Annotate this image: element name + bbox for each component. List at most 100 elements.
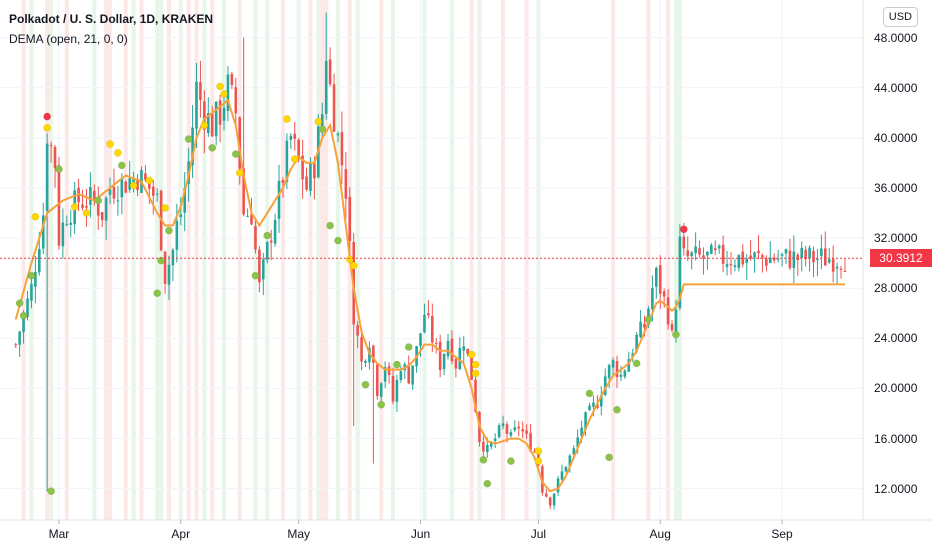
candle-body	[568, 455, 572, 467]
signal-band	[449, 0, 454, 520]
candle-body	[670, 324, 674, 331]
candle-body	[226, 74, 230, 111]
candle-body	[53, 146, 57, 168]
y-tick-label: 48.0000	[874, 30, 918, 45]
candle-body	[18, 331, 21, 345]
candle-body	[155, 193, 159, 195]
signal-dot-green	[47, 487, 55, 496]
candle-body	[753, 252, 756, 258]
candle-body	[442, 354, 446, 370]
candle-body	[780, 254, 784, 256]
candle-body	[285, 140, 289, 182]
signal-dot-red	[679, 225, 688, 234]
signal-band	[320, 0, 325, 520]
candle-body	[199, 82, 202, 101]
indicator-label: DEMA (open, 21, 0, 0)	[9, 32, 128, 46]
candle-body	[246, 215, 249, 217]
candle-body	[741, 251, 745, 265]
candle-body	[104, 197, 108, 221]
signal-dot-green	[644, 315, 653, 324]
candle-body	[639, 321, 642, 338]
candle-body	[784, 249, 788, 254]
signal-dot-yellow	[345, 255, 354, 264]
candle-body	[497, 425, 501, 438]
candle-body	[234, 87, 238, 114]
candle-body	[486, 445, 489, 453]
candle-body	[560, 471, 564, 480]
candle-body	[144, 173, 147, 180]
candle-body	[250, 214, 253, 225]
signal-dot-green	[263, 231, 272, 240]
candle-body	[800, 247, 804, 258]
signal-dot-yellow	[471, 360, 480, 369]
candle-body	[427, 313, 430, 316]
candle-body	[804, 249, 807, 260]
candle-body	[391, 376, 395, 402]
candle-body	[737, 254, 741, 268]
y-tick-label: 36.0000	[874, 180, 918, 195]
signal-dot-green	[326, 221, 334, 230]
candle-body	[717, 245, 721, 249]
signal-band	[237, 0, 242, 520]
candle-body	[450, 338, 454, 362]
candle-body	[230, 73, 234, 85]
candle-body	[623, 370, 627, 377]
candle-body	[788, 250, 792, 269]
signal-dot-green	[585, 389, 594, 398]
signal-band	[501, 0, 506, 520]
signal-band	[108, 0, 113, 520]
candle-body	[407, 364, 411, 384]
candle-body	[584, 412, 587, 430]
candle-body	[713, 248, 717, 251]
candle-body	[572, 448, 576, 455]
candle-body	[65, 224, 69, 226]
signal-band	[673, 0, 678, 520]
candle-body	[108, 189, 112, 195]
candle-body	[725, 264, 729, 267]
candle-body	[824, 248, 827, 266]
candle-body	[812, 250, 815, 263]
x-tick-label: Sep	[771, 527, 793, 541]
candle-body	[289, 135, 293, 140]
y-tick-label: 20.0000	[874, 381, 918, 396]
candle-body	[721, 244, 725, 264]
signal-dot-yellow	[43, 123, 52, 132]
candle-body	[332, 84, 336, 132]
candle-body	[509, 432, 513, 436]
currency-button[interactable]: USD	[882, 7, 918, 27]
signal-band	[316, 0, 321, 520]
candle-body	[662, 291, 666, 297]
signal-dot-green	[393, 360, 401, 369]
signal-band	[64, 0, 69, 520]
candle-body	[651, 287, 654, 310]
candle-body	[301, 155, 304, 180]
candle-body	[368, 347, 371, 363]
candle-body	[431, 315, 434, 343]
signal-band	[139, 0, 144, 520]
signal-dot-green	[613, 405, 621, 414]
candle-body	[309, 162, 312, 191]
signal-dot-yellow	[70, 202, 79, 211]
candle-body	[372, 345, 375, 363]
candle-body	[38, 249, 41, 273]
signal-dot-green	[507, 457, 515, 465]
candle-body	[525, 430, 528, 434]
signal-dot-yellow	[161, 204, 169, 212]
signal-band	[422, 0, 427, 520]
candle-body	[61, 222, 65, 247]
candle-body	[242, 168, 245, 215]
x-tick-label: Apr	[171, 527, 191, 541]
signal-band	[379, 0, 384, 520]
candle-body	[214, 101, 218, 137]
candle-body	[356, 325, 359, 336]
signal-dot-green	[605, 453, 614, 462]
candle-body	[745, 258, 748, 263]
candle-body	[210, 112, 214, 137]
candle-body	[269, 240, 273, 243]
candle-body	[729, 263, 733, 266]
candle-body	[293, 133, 297, 139]
signal-band	[222, 0, 227, 520]
candle-body	[423, 314, 426, 333]
signal-dot-yellow	[200, 121, 209, 130]
